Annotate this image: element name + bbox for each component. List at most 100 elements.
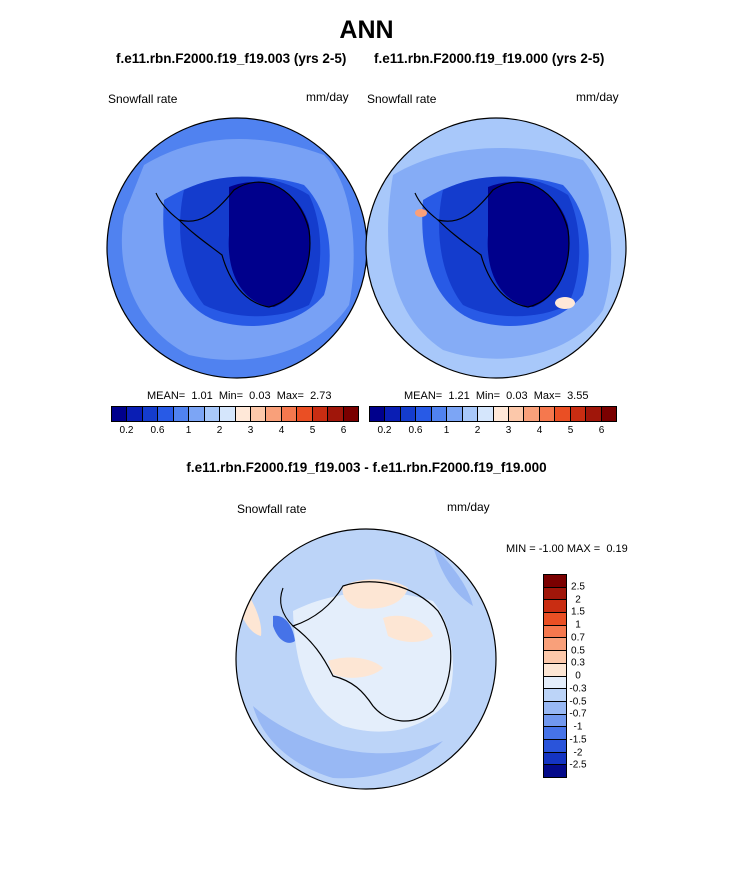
colorbar-swatch: [544, 701, 566, 715]
panel2-colorbar-ticks: 0.2 0.6 1 2 3 4 5 6: [369, 425, 617, 439]
colorbar-tick-label: -1: [573, 721, 583, 733]
colorbar-tick-label: -2.5: [569, 759, 587, 771]
colorbar-tick-label: 6: [598, 425, 605, 436]
colorbar-tick-label: 3: [247, 425, 254, 436]
colorbar-swatch: [586, 407, 602, 421]
colorbar-swatch: [544, 625, 566, 639]
colorbar-tick-label: -2: [573, 747, 583, 758]
main-title: ANN: [339, 16, 394, 44]
colorbar-swatch: [555, 407, 571, 421]
colorbar-tick-label: 3: [505, 425, 512, 436]
colorbar-swatch: [416, 407, 432, 421]
colorbar-swatch: [544, 714, 566, 728]
colorbar-tick-label: 1: [575, 619, 581, 631]
panel2-variable-label: Snowfall rate: [367, 92, 437, 106]
colorbar-swatch: [281, 407, 298, 421]
panel2-case-title: f.e11.rbn.F2000.f19_f19.000 (yrs 2-5): [374, 51, 605, 66]
colorbar-swatch: [370, 407, 386, 421]
colorbar-swatch: [544, 575, 566, 588]
colorbar-swatch: [250, 407, 267, 421]
colorbar-tick-label: 1: [185, 425, 192, 436]
colorbar-swatch: [328, 407, 344, 421]
colorbar-tick-label: 2.5: [571, 581, 585, 593]
colorbar-swatch: [544, 739, 566, 753]
panel3-polar-map: [235, 528, 497, 790]
colorbar-tick-label: 5: [309, 425, 316, 436]
colorbar-swatch: [544, 587, 566, 601]
panel3-colorbar: [543, 574, 567, 778]
colorbar-swatch: [343, 407, 358, 421]
colorbar-swatch: [544, 676, 566, 690]
colorbar-swatch: [112, 407, 128, 421]
colorbar-swatch: [312, 407, 329, 421]
panel1-stats: MEAN= 1.01 Min= 0.03 Max= 2.73: [147, 390, 332, 402]
colorbar-swatch: [158, 407, 174, 421]
colorbar-swatch: [220, 407, 236, 421]
colorbar-swatch: [524, 407, 540, 421]
panel1-case-title: f.e11.rbn.F2000.f19_f19.003 (yrs 2-5): [116, 51, 347, 66]
colorbar-tick-label: 2: [474, 425, 481, 436]
colorbar-swatch: [297, 407, 313, 421]
panel3-units: mm/day: [447, 500, 490, 514]
colorbar-tick-label: 0.6: [408, 425, 423, 436]
colorbar-swatch: [544, 663, 566, 677]
colorbar-tick-label: 5: [567, 425, 574, 436]
colorbar-swatch: [508, 407, 525, 421]
colorbar-swatch: [266, 407, 282, 421]
colorbar-tick-label: 6: [340, 425, 347, 436]
colorbar-swatch: [570, 407, 587, 421]
colorbar-tick-label: 4: [536, 425, 543, 436]
colorbar-swatch: [431, 407, 448, 421]
colorbar-swatch: [544, 689, 566, 702]
colorbar-swatch: [462, 407, 479, 421]
colorbar-swatch: [204, 407, 221, 421]
colorbar-swatch: [544, 765, 566, 777]
colorbar-tick-label: 0.5: [571, 645, 585, 656]
colorbar-swatch: [544, 613, 566, 626]
panel1-variable-label: Snowfall rate: [108, 92, 178, 106]
colorbar-tick-label: 0.6: [150, 425, 165, 436]
panel3-colorbar-ticks: 2.5 2 1.5 1 0.7 0.5 0.3 0 -0.3 -0.5 -0.7 -1 -1.5 -2 -2…: [568, 574, 598, 778]
panel3-variable-label: Snowfall rate: [237, 502, 307, 516]
colorbar-swatch: [601, 407, 616, 421]
colorbar-swatch: [173, 407, 190, 421]
panel2-units: mm/day: [576, 90, 619, 104]
colorbar-tick-label: 2: [216, 425, 223, 436]
colorbar-tick-label: 4: [278, 425, 285, 436]
panel1-colorbar: [111, 406, 359, 422]
colorbar-tick-label: -0.7: [569, 708, 587, 720]
colorbar-swatch: [544, 727, 566, 740]
colorbar-swatch: [544, 600, 566, 614]
colorbar-swatch: [127, 407, 143, 421]
panel2-polar-map: [365, 117, 627, 379]
colorbar-tick-label: 1: [443, 425, 450, 436]
colorbar-tick-label: 1.5: [571, 606, 585, 618]
colorbar-swatch: [539, 407, 556, 421]
colorbar-swatch: [235, 407, 251, 421]
colorbar-tick-label: 0: [575, 670, 581, 682]
colorbar-swatch: [189, 407, 205, 421]
colorbar-tick-label: -0.5: [569, 696, 587, 707]
colorbar-swatch: [142, 407, 159, 421]
colorbar-swatch: [493, 407, 509, 421]
colorbar-swatch: [544, 651, 566, 664]
panel2-stats: MEAN= 1.21 Min= 0.03 Max= 3.55: [404, 390, 589, 402]
colorbar-tick-label: 0.2: [119, 425, 134, 436]
colorbar-tick-label: 0.7: [571, 632, 585, 644]
colorbar-swatch: [544, 638, 566, 652]
colorbar-tick-label: 2: [575, 594, 581, 605]
panel1-colorbar-ticks: 0.2 0.6 1 2 3 4 5 6: [111, 425, 359, 439]
colorbar-swatch: [400, 407, 417, 421]
panel1-polar-map: [106, 117, 368, 379]
panel1-units: mm/day: [306, 90, 349, 104]
panel3-stats: MIN = -1.00 MAX = 0.19: [506, 543, 628, 555]
panel2-colorbar: [369, 406, 617, 422]
colorbar-swatch: [385, 407, 401, 421]
colorbar-swatch: [447, 407, 463, 421]
colorbar-swatch: [478, 407, 494, 421]
colorbar-tick-label: 0.2: [377, 425, 392, 436]
colorbar-tick-label: -0.3: [569, 683, 587, 695]
colorbar-swatch: [544, 752, 566, 766]
panel3-case-title: f.e11.rbn.F2000.f19_f19.003 - f.e11.rbn.…: [186, 460, 547, 475]
colorbar-tick-label: -1.5: [569, 734, 587, 746]
